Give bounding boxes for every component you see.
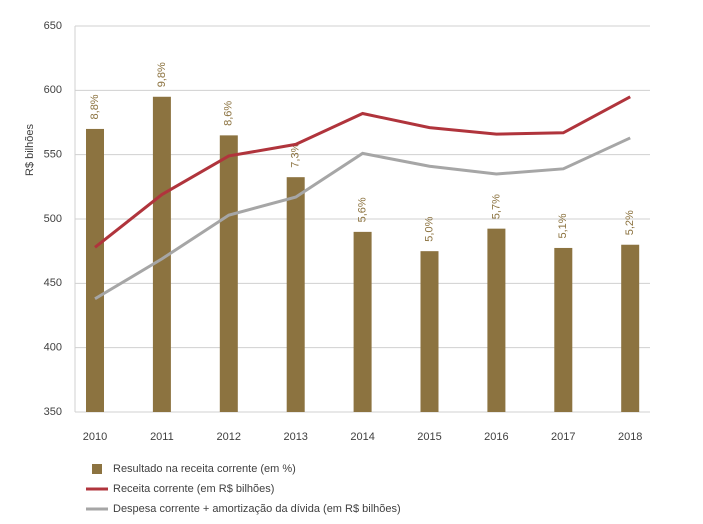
y-tick-label: 650 [44,20,62,32]
bar [86,128,104,412]
x-tick-label: 2016 [484,431,508,443]
bar [353,231,372,412]
x-tick-label: 2013 [283,431,307,443]
x-tick-label: 2011 [150,431,174,443]
x-tick-label: 2017 [551,431,575,443]
x-tick-label: 2010 [83,431,107,443]
value-label: 5,1% [557,213,569,238]
bar [420,251,439,412]
y-tick-label: 600 [44,84,62,96]
legend-label: Resultado na receita corrente (em %) [113,463,296,475]
line [94,136,631,301]
line [94,95,631,249]
x-tick-label: 2018 [618,431,642,443]
legend-label: Receita corrente (em R$ bilhões) [113,483,274,495]
y-tick-label: 400 [44,342,62,354]
legend-marker [92,464,102,474]
value-label: 5,0% [423,216,435,241]
value-label: 8,8% [89,94,101,119]
y-tick-label: 350 [44,406,62,418]
value-label: 7,3% [290,142,302,167]
bar [554,247,573,412]
x-tick-label: 2012 [217,431,241,443]
x-tick-label: 2014 [350,431,374,443]
x-tick-label: 2015 [417,431,441,443]
value-label: 5,7% [490,194,502,219]
value-label: 9,8% [156,62,168,87]
y-tick-label: 550 [44,149,62,161]
value-label: 5,2% [624,210,636,235]
y-tick-label: 450 [44,277,62,289]
bar [487,228,506,412]
value-label: 8,6% [223,101,235,126]
bar [286,177,305,412]
legend-label: Despesa corrente + amortização da dívida… [113,503,401,515]
bar [152,96,171,413]
value-label: 5,6% [357,197,369,222]
y-tick-label: 500 [44,213,62,225]
bar [621,244,640,412]
bar [219,135,238,412]
y-axis-label: R$ bilhões [24,124,36,176]
